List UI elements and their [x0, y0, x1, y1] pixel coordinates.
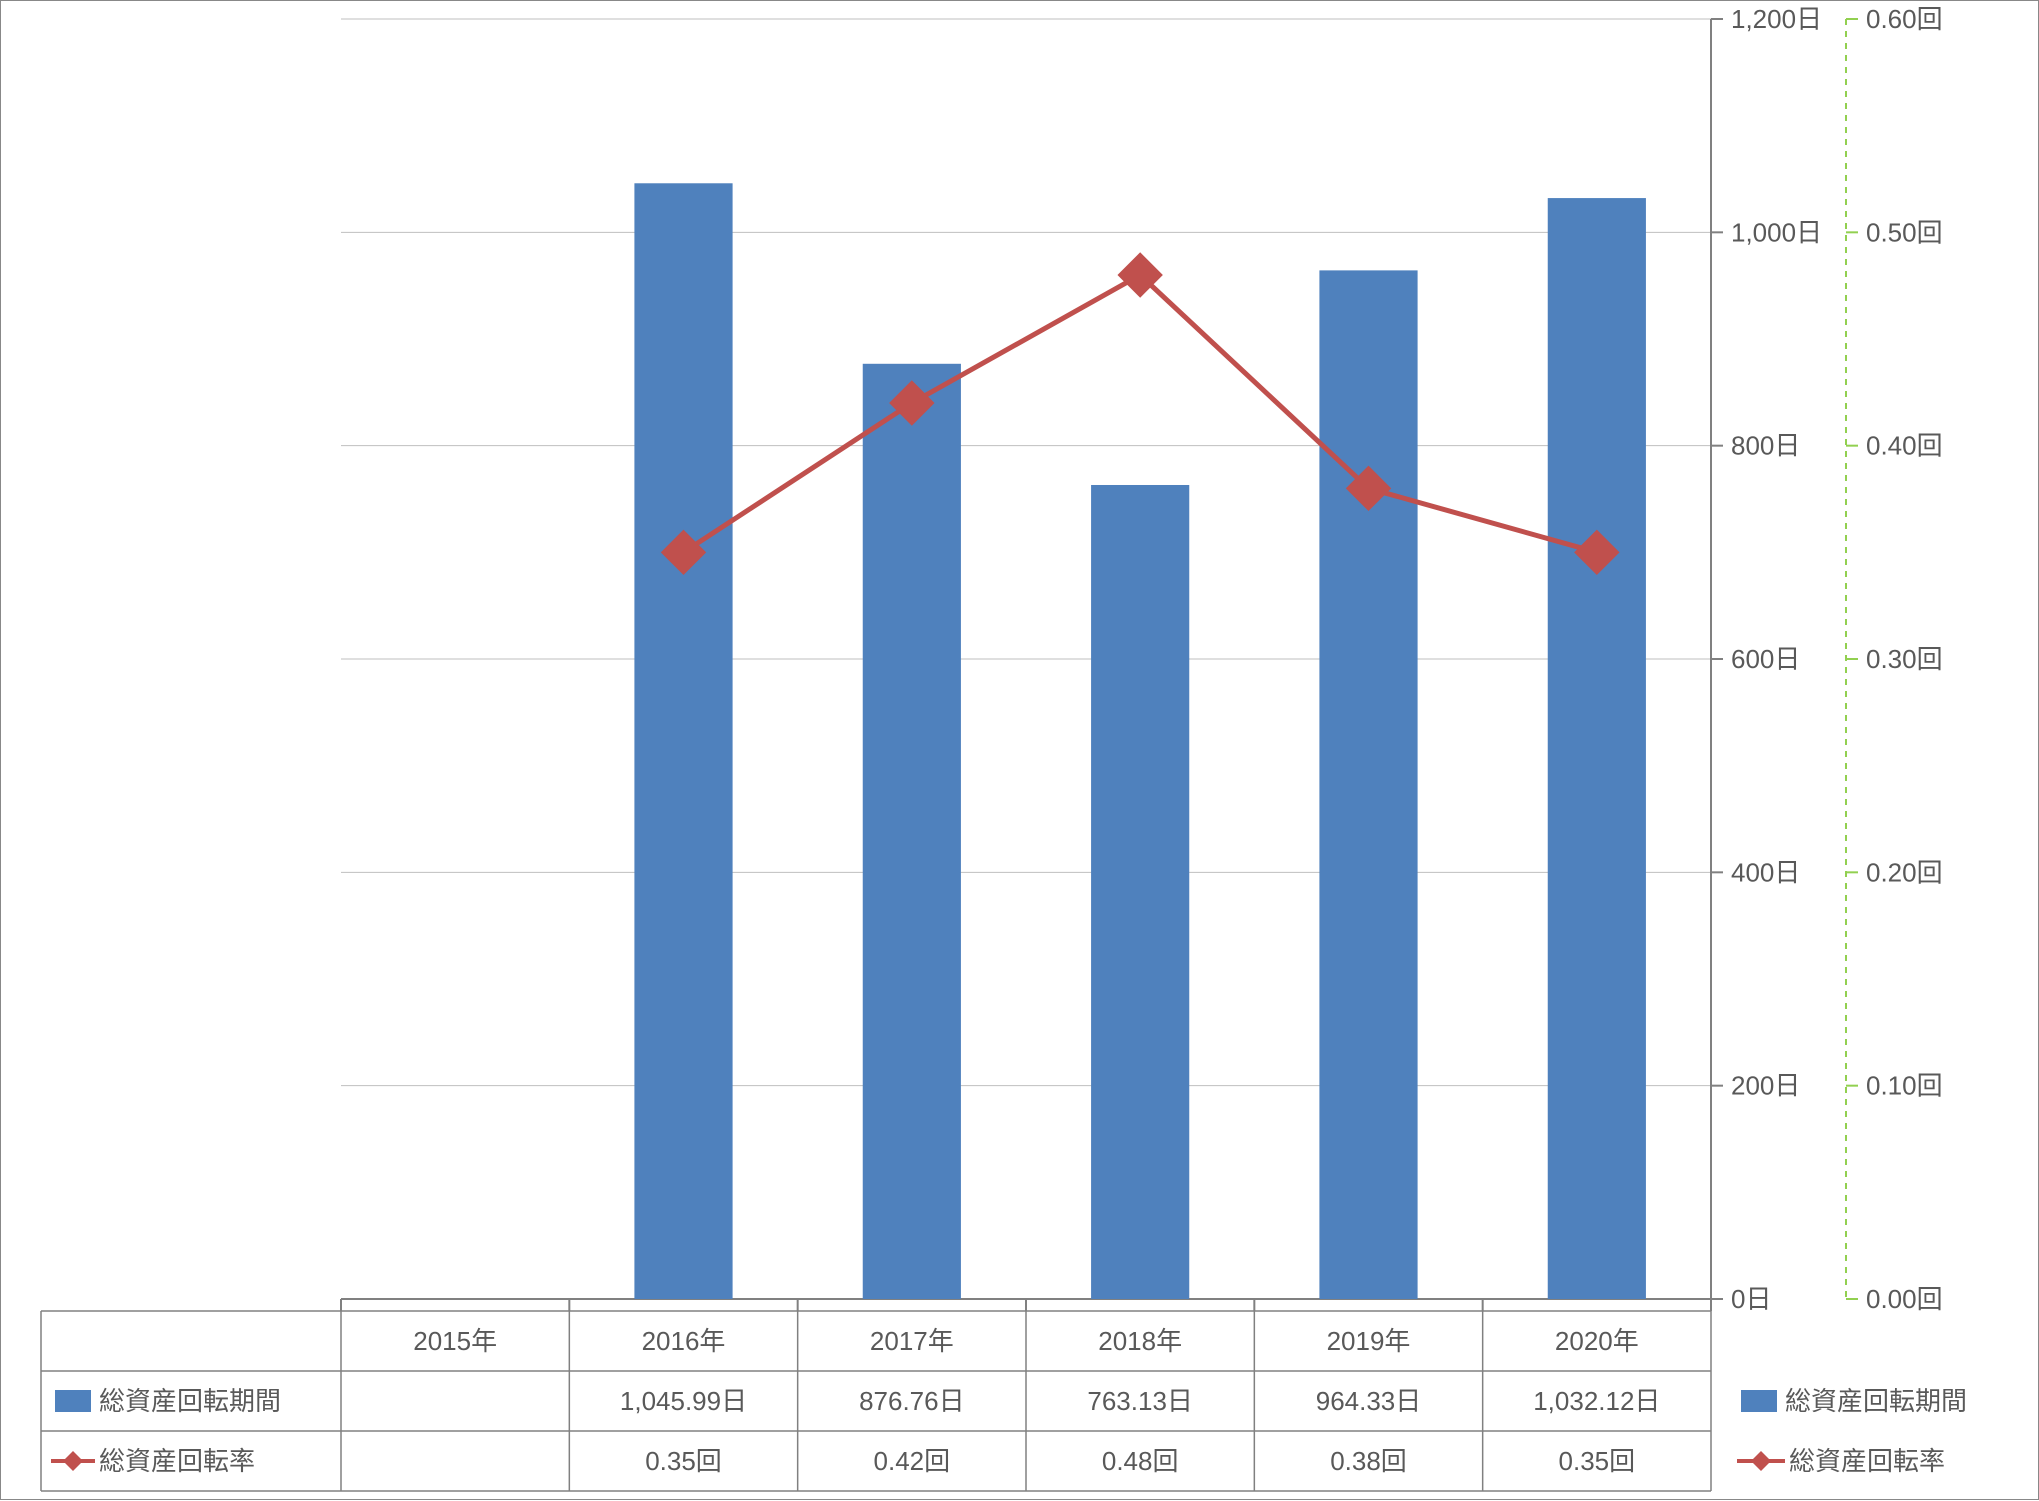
- table-category: 2015年: [413, 1326, 497, 1356]
- legend-line-marker: [1751, 1451, 1771, 1471]
- table-cell: 1,045.99日: [620, 1386, 747, 1416]
- bar: [634, 183, 732, 1299]
- bar: [1319, 270, 1417, 1299]
- y-left-label: 200日: [1731, 1071, 1800, 1101]
- bar: [1091, 485, 1189, 1299]
- table-category: 2017年: [870, 1326, 954, 1356]
- table-cell: 0.35回: [1559, 1446, 1636, 1476]
- bar: [863, 364, 961, 1299]
- table-cell: 0.42回: [874, 1446, 951, 1476]
- legend-label: 総資産回転率: [1789, 1446, 1945, 1476]
- table-cell: 964.33日: [1316, 1386, 1422, 1416]
- chart-container: 0日 200日 400日 600日 800日 1,000日 1,200日 0.00回 0.10回…: [0, 0, 2039, 1500]
- chart-svg: 0日 200日 400日 600日 800日 1,000日 1,200日 0.00回 0.10回…: [1, 1, 2039, 1501]
- table-row-header: 総資産回転率: [99, 1446, 255, 1476]
- y-right-label: 0.40回: [1866, 431, 1943, 461]
- table-category: 2020年: [1555, 1326, 1639, 1356]
- table-category: 2019年: [1327, 1326, 1411, 1356]
- table-cell: 876.76日: [859, 1386, 965, 1416]
- legend-label: 総資産回転期間: [1785, 1386, 1967, 1416]
- y-left-label: 600日: [1731, 644, 1800, 674]
- y-left-label: 1,000日: [1731, 217, 1822, 247]
- y-right-label: 0.50回: [1866, 217, 1943, 247]
- legend-bar-swatch: [55, 1390, 91, 1412]
- table-category: 2018年: [1098, 1326, 1182, 1356]
- y-right-label: 0.30回: [1866, 644, 1943, 674]
- y-left-label: 400日: [1731, 857, 1800, 887]
- y-right-label: 0.00回: [1866, 1284, 1943, 1314]
- table-cell: 0.38回: [1330, 1446, 1407, 1476]
- y-right-label: 0.20回: [1866, 857, 1943, 887]
- y-left-label: 1,200日: [1731, 4, 1822, 34]
- table-cell: 1,032.12日: [1533, 1386, 1660, 1416]
- table-category: 2016年: [642, 1326, 726, 1356]
- y-left-label: 0日: [1731, 1284, 1771, 1314]
- y-left-label: 800日: [1731, 431, 1800, 461]
- table-cell: 0.48回: [1102, 1446, 1179, 1476]
- legend-bar-swatch: [1741, 1390, 1777, 1412]
- y-right-label: 0.10回: [1866, 1071, 1943, 1101]
- table-cell: 0.35回: [645, 1446, 722, 1476]
- table-cell: 763.13日: [1087, 1386, 1193, 1416]
- bar: [1548, 198, 1646, 1299]
- table-row-header: 総資産回転期間: [99, 1386, 281, 1416]
- legend-line-marker: [63, 1451, 83, 1471]
- y-right-label: 0.60回: [1866, 4, 1943, 34]
